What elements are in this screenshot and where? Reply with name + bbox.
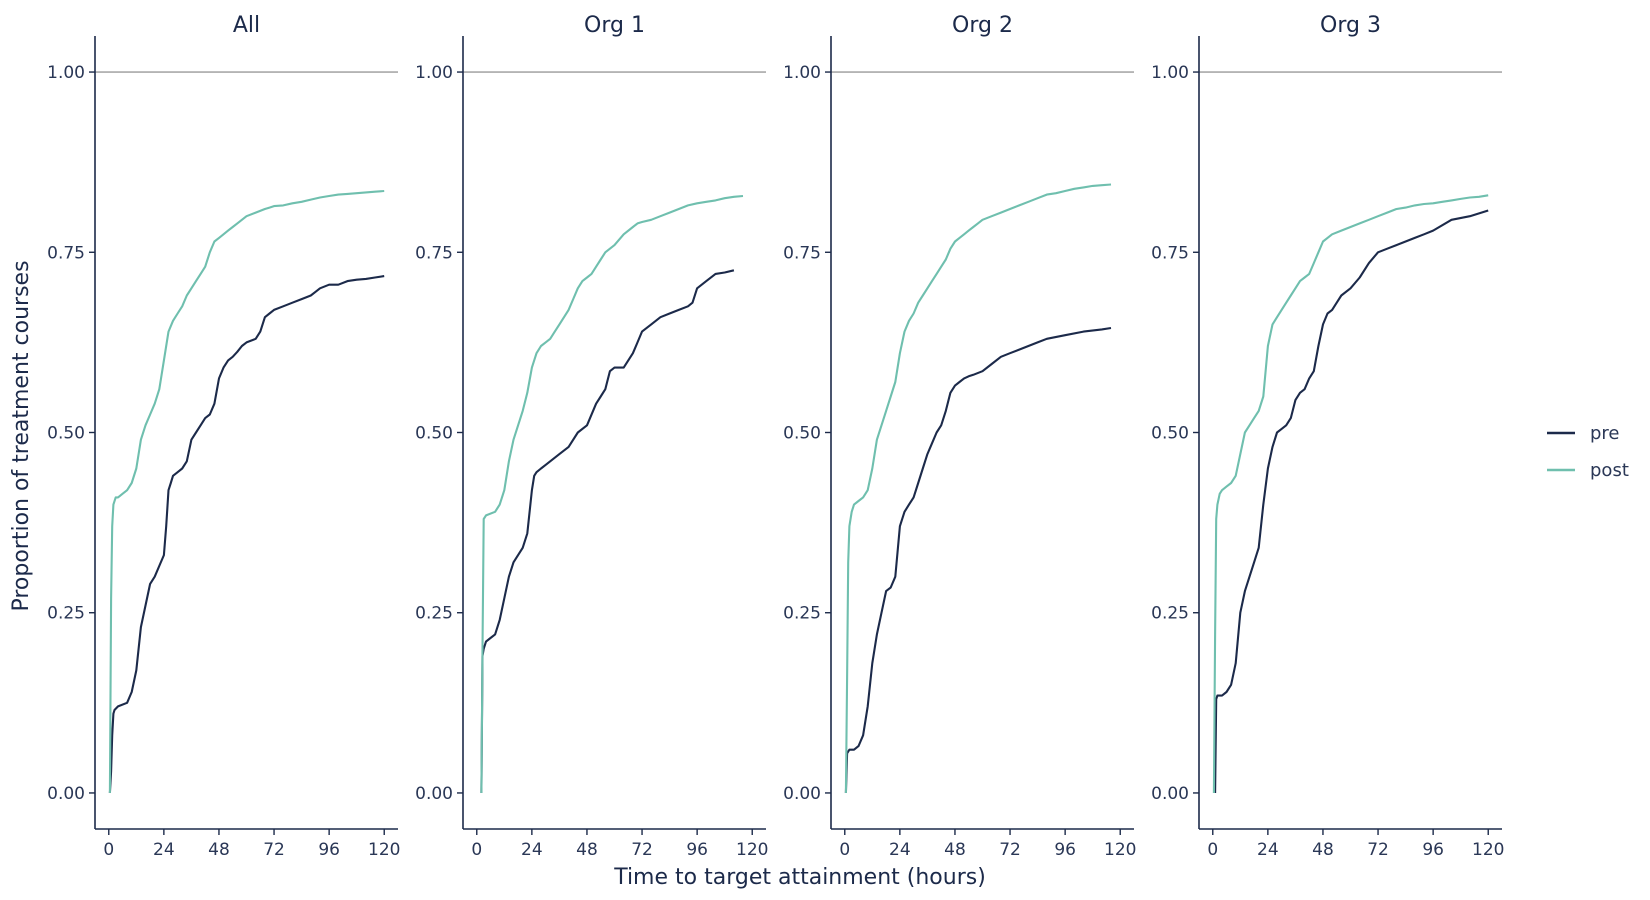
panel-all: All 0.00 0.25 0.50 0.75 1.00 0 24 48 72 96 120 [47, 13, 400, 860]
x-tick-label: 120 [1472, 840, 1504, 860]
panel-title: Org 1 [584, 13, 645, 38]
y-tick-label: 0.25 [783, 604, 821, 624]
legend-label: pre [1590, 423, 1620, 444]
x-tick-label: 24 [1257, 840, 1279, 860]
y-tick-label: 0.50 [783, 424, 821, 444]
series-line-post [108, 189, 385, 794]
panel-org-1: Org 1 0.00 0.25 0.50 0.75 1.00 0 24 48 72 96 120 [415, 13, 768, 860]
x-tick-label: 48 [576, 840, 598, 860]
legend-item-pre: pre [1547, 423, 1620, 444]
y-tick-label: 1.00 [47, 63, 85, 83]
y-tick-label: 0.75 [47, 243, 85, 263]
x-tick-label: 0 [1207, 840, 1218, 860]
legend: pre post [1547, 423, 1629, 481]
y-tick-label: 0.50 [415, 424, 453, 444]
x-tick-label: 72 [631, 840, 653, 860]
y-tick-label: 0.00 [415, 784, 453, 804]
y-tick-label: 0.75 [1151, 243, 1189, 263]
y-tick-label: 0.25 [47, 604, 85, 624]
panel-org-2: Org 2 0.00 0.25 0.50 0.75 1.00 0 24 48 72 96 120 [783, 13, 1136, 860]
x-tick-label: 0 [839, 840, 850, 860]
y-tick-label: 0.25 [1151, 604, 1189, 624]
series-line-post [480, 194, 744, 794]
y-tick-label: 0.75 [415, 243, 453, 263]
series-line-pre [844, 326, 1112, 794]
x-tick-label: 120 [368, 840, 400, 860]
x-tick-label: 96 [318, 840, 340, 860]
y-tick-label: 0.75 [783, 243, 821, 263]
x-tick-label: 96 [1422, 840, 1444, 860]
panel-title: All [233, 13, 260, 38]
x-tick-label: 0 [103, 840, 114, 860]
panel-title: Org 3 [1320, 13, 1381, 38]
x-tick-label: 0 [471, 840, 482, 860]
legend-item-post: post [1547, 460, 1629, 481]
y-tick-label: 0.00 [783, 784, 821, 804]
x-tick-label: 120 [736, 840, 768, 860]
x-tick-label: 48 [944, 840, 966, 860]
panel-org-3: Org 3 0.00 0.25 0.50 0.75 1.00 0 24 48 72 96 120 [1151, 13, 1504, 860]
series-line-pre [108, 275, 385, 794]
y-tick-label: 0.00 [47, 784, 85, 804]
x-axis-title: Time to target attainment (hours) [613, 865, 986, 890]
y-tick-label: 1.00 [783, 63, 821, 83]
x-tick-label: 120 [1104, 840, 1136, 860]
y-tick-label: 1.00 [415, 63, 453, 83]
panel-title: Org 2 [952, 13, 1013, 38]
x-tick-label: 96 [686, 840, 708, 860]
y-axis-title: Proportion of treatment courses [9, 260, 34, 611]
x-tick-label: 72 [263, 840, 285, 860]
legend-label: post [1590, 460, 1629, 481]
series-line-post [1212, 194, 1489, 794]
x-tick-label: 24 [521, 840, 543, 860]
series-line-pre [480, 269, 735, 794]
x-tick-label: 72 [1367, 840, 1389, 860]
series-line-post [844, 183, 1112, 794]
x-tick-label: 48 [208, 840, 230, 860]
x-tick-label: 24 [153, 840, 175, 860]
y-tick-label: 1.00 [1151, 63, 1189, 83]
x-tick-label: 48 [1312, 840, 1334, 860]
y-tick-label: 0.25 [415, 604, 453, 624]
x-tick-label: 24 [889, 840, 911, 860]
series-line-pre [1214, 209, 1489, 794]
y-tick-label: 0.50 [1151, 424, 1189, 444]
x-tick-label: 96 [1054, 840, 1076, 860]
y-tick-label: 0.00 [1151, 784, 1189, 804]
y-tick-label: 0.50 [47, 424, 85, 444]
x-tick-label: 72 [999, 840, 1021, 860]
